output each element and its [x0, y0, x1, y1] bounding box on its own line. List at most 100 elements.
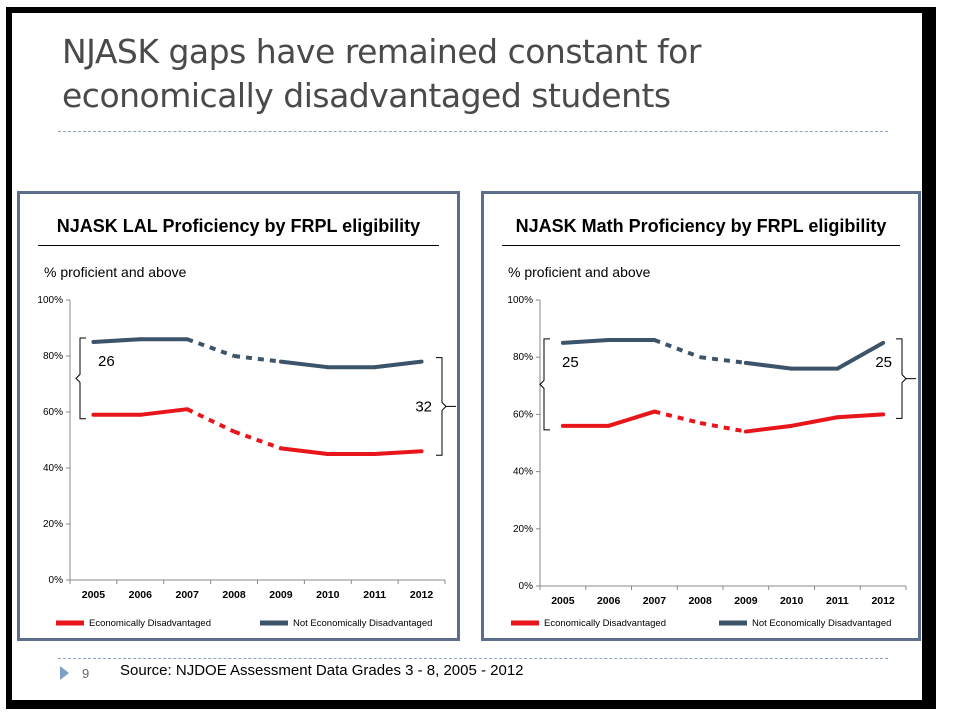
not-econ-disadvantaged-point: [374, 366, 376, 368]
not-econ-disadvantaged-point: [233, 355, 235, 357]
y-tick-label: 0%: [49, 575, 64, 586]
x-tick-label: 2012: [410, 589, 434, 601]
gap-bracket-line: [436, 357, 447, 456]
lal-chart-subtitle: % proficient and above: [44, 264, 187, 280]
econ-disadvantaged-point: [92, 414, 94, 416]
econ-disadvantaged-segment: [278, 446, 330, 456]
x-tick-label: 2007: [643, 595, 667, 607]
x-tick-label: 2006: [129, 589, 153, 601]
page-number: 9: [82, 666, 90, 681]
econ-disadvantaged-point: [280, 447, 282, 449]
x-tick-label: 2009: [269, 589, 293, 601]
lal-chart-title: NJASK LAL Proficiency by FRPL eligibilit…: [56, 216, 421, 236]
y-tick-label: 20%: [513, 524, 533, 535]
x-tick-label: 2008: [688, 595, 712, 607]
not-econ-disadvantaged-point: [699, 356, 701, 358]
x-tick-label: 2011: [363, 589, 386, 601]
not-econ-disadvantaged-point: [653, 339, 655, 341]
not-econ-disadvantaged-point: [745, 362, 747, 364]
not-econ-disadvantaged-series: [560, 338, 886, 371]
slide-title-line2: economically disadvantaged students: [62, 76, 671, 115]
econ-disadvantaged-segment: [653, 409, 701, 425]
not-econ-disadvantaged-point: [882, 342, 884, 344]
not-econ-disadvantaged-segment: [233, 354, 282, 364]
math-chart-subtitle: % proficient and above: [508, 264, 651, 280]
not-econ-disadvantaged-segment: [835, 340, 886, 371]
not-econ-disadvantaged-segment: [743, 360, 794, 371]
legend: Economically Disadvantaged Not Economical…: [511, 618, 891, 629]
y-tick-label: 60%: [43, 407, 63, 418]
econ-disadvantaged-point: [745, 431, 747, 433]
not-econ-disadvantaged-point: [186, 338, 188, 340]
x-tick-label: 2011: [826, 595, 849, 607]
not-econ-disadvantaged-segment: [560, 338, 611, 345]
econ-disadvantaged-point: [791, 425, 793, 427]
econ-disadvantaged-segment: [606, 409, 657, 428]
x-tick-label: 2010: [316, 589, 340, 601]
y-tick-label: 20%: [43, 519, 63, 530]
legend-label-not-econ-disadvantaged: Not Economically Disadvantaged: [293, 618, 432, 629]
not-econ-disadvantaged-point: [327, 366, 329, 368]
not-econ-disadvantaged-segment: [278, 359, 330, 370]
x-tick-label: 2005: [551, 595, 575, 607]
econ-disadvantaged-point: [836, 416, 838, 418]
slide-title: NJASK gaps have remained constant for ec…: [62, 30, 842, 118]
gap-label: 25: [875, 354, 892, 371]
y-tick-label: 100%: [507, 295, 533, 306]
x-tick-label: 2007: [176, 589, 200, 601]
not-econ-disadvantaged-segment: [372, 359, 424, 370]
x-tick-label: 2009: [734, 595, 758, 607]
footer-divider: [58, 658, 888, 659]
legend: Economically Disadvantaged Not Economical…: [56, 618, 432, 629]
y-tick-label: 80%: [43, 351, 63, 362]
legend-label-not-econ-disadvantaged: Not Economically Disadvantaged: [752, 618, 891, 629]
not-econ-disadvantaged-point: [421, 361, 423, 363]
lal-chart-panel: NJASK LAL Proficiency by FRPL eligibilit…: [17, 191, 460, 641]
not-econ-disadvantaged-point: [562, 342, 564, 344]
econ-disadvantaged-point: [562, 425, 564, 427]
econ-disadvantaged-segment: [186, 407, 235, 434]
not-econ-disadvantaged-point: [92, 341, 94, 343]
econ-disadvantaged-point: [653, 411, 655, 413]
gap-bracket-right: 32: [415, 357, 456, 456]
legend-label-econ-disadvantaged: Economically Disadvantaged: [89, 618, 211, 629]
math-chart-title: NJASK Math Proficiency by FRPL eligibili…: [515, 216, 887, 236]
econ-disadvantaged-point: [186, 408, 188, 410]
econ-disadvantaged-segment: [138, 407, 190, 417]
econ-disadvantaged-series: [560, 409, 886, 434]
econ-disadvantaged-point: [139, 414, 141, 416]
econ-disadvantaged-point: [233, 431, 235, 433]
econ-disadvantaged-point: [882, 413, 884, 415]
not-econ-disadvantaged-segment: [186, 337, 235, 358]
x-tick-label: 2008: [222, 589, 246, 601]
lal-title-rule: [38, 245, 439, 246]
econ-disadvantaged-point: [374, 453, 376, 455]
econ-disadvantaged-point: [699, 422, 701, 424]
title-divider: [58, 131, 888, 132]
y-tick-label: 40%: [513, 467, 533, 478]
econ-disadvantaged-point: [608, 425, 610, 427]
econ-disadvantaged-point: [421, 450, 423, 452]
x-tick-label: 2012: [871, 595, 895, 607]
not-econ-disadvantaged-segment: [91, 337, 143, 344]
not-econ-disadvantaged-segment: [699, 355, 747, 365]
not-econ-disadvantaged-point: [280, 361, 282, 363]
math-chart-panel: NJASK Math Proficiency by FRPL eligibili…: [481, 191, 921, 641]
econ-disadvantaged-point: [327, 453, 329, 455]
y-tick-label: 60%: [513, 409, 533, 420]
econ-disadvantaged-segment: [789, 415, 840, 428]
source-note: Source: NJDOE Assessment Data Grades 3 -…: [120, 662, 524, 679]
y-tick-label: 40%: [43, 463, 63, 474]
econ-disadvantaged-segment: [233, 429, 282, 451]
x-tick-label: 2006: [597, 595, 621, 607]
not-econ-disadvantaged-point: [836, 368, 838, 370]
gap-label: 32: [415, 398, 432, 415]
gap-bracket-left: 25: [539, 338, 579, 431]
y-tick-label: 100%: [37, 295, 63, 306]
gap-bracket-line: [896, 338, 907, 419]
lal-chart-svg: 0% 20% 40% 60% 80% 100% 2005 2006 2007 2008 2009 20…: [37, 295, 456, 629]
y-tick-label: 0%: [519, 581, 534, 592]
x-tick-label: 2010: [780, 595, 804, 607]
not-econ-disadvantaged-point: [139, 338, 141, 340]
x-tick-label: 2005: [82, 589, 106, 601]
